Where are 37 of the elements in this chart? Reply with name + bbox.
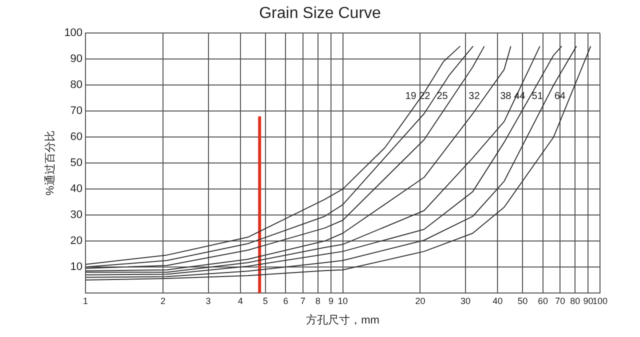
x-tick-label: 2 xyxy=(160,296,166,306)
x-tick-label: 80 xyxy=(570,296,580,306)
x-tick-label: 5 xyxy=(262,296,268,306)
x-tick-label: 9 xyxy=(328,296,334,306)
y-axis-title: %通过百分比 xyxy=(44,130,57,196)
x-tick-label: 1 xyxy=(83,296,88,306)
y-tick-label: 30 xyxy=(70,209,83,222)
y-tick-label: 50 xyxy=(70,157,83,170)
x-tick-label: 4 xyxy=(238,296,243,306)
y-tick-label: 20 xyxy=(70,235,83,248)
series-label: 38 xyxy=(500,90,512,102)
y-tick-label: 70 xyxy=(70,105,83,118)
x-tick-label: 10 xyxy=(338,296,348,306)
x-tick-label: 20 xyxy=(415,296,426,306)
x-tick-label: 30 xyxy=(460,296,471,306)
series-label: 25 xyxy=(436,90,448,102)
x-tick-label: 100 xyxy=(592,296,608,306)
x-tick-label: 70 xyxy=(555,296,566,306)
series-label: 32 xyxy=(468,90,480,102)
x-tick-label: 8 xyxy=(315,296,320,306)
y-tick-label: 60 xyxy=(70,131,83,144)
x-tick-label: 60 xyxy=(538,296,548,306)
y-tick-label: 80 xyxy=(70,79,83,92)
x-tick-label: 6 xyxy=(283,296,288,306)
chart-title: Grain Size Curve xyxy=(259,5,382,22)
x-tick-label: 90 xyxy=(583,296,594,306)
x-tick-label: 3 xyxy=(206,296,211,306)
y-tick-label: 100 xyxy=(64,27,83,40)
series-label: 51 xyxy=(532,90,544,102)
y-tick-label: 90 xyxy=(70,53,83,66)
x-tick-label: 7 xyxy=(300,296,306,306)
x-tick-label: 40 xyxy=(492,296,503,306)
series-label: 19 xyxy=(405,90,417,102)
y-tick-label: 40 xyxy=(70,183,83,196)
x-tick-label: 50 xyxy=(518,296,528,306)
y-tick-label: 10 xyxy=(70,261,83,274)
x-axis-title: 方孔尺寸，mm xyxy=(306,313,380,326)
